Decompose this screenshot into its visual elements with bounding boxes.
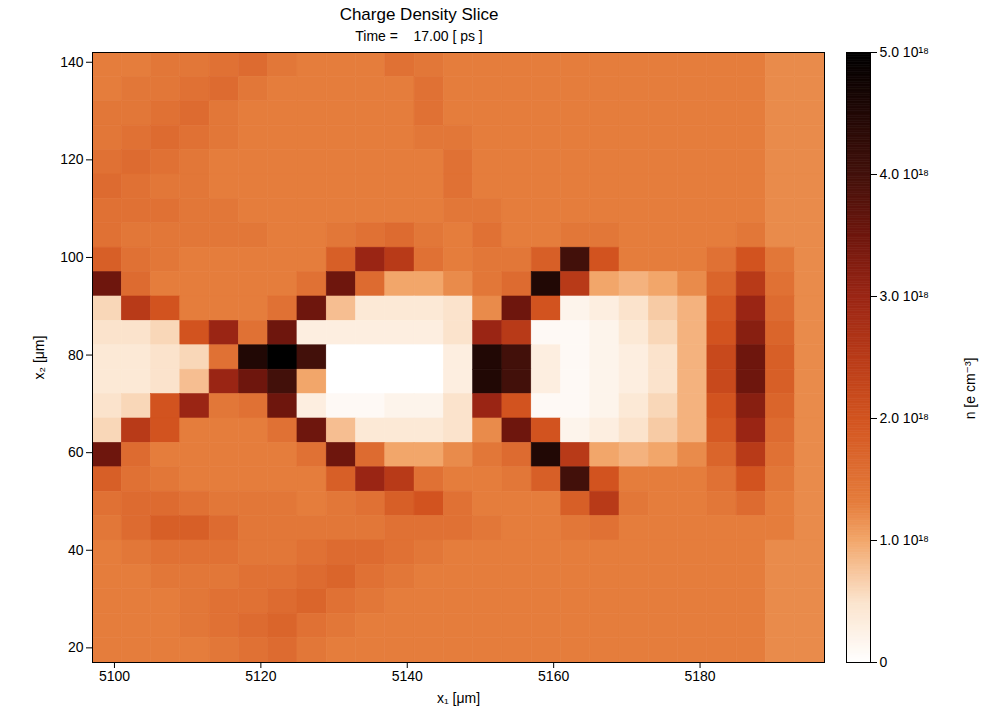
svg-text:x₂ [μm]: x₂ [μm] xyxy=(31,336,47,380)
svg-text:4.0 10¹⁸: 4.0 10¹⁸ xyxy=(880,166,930,182)
svg-text:80: 80 xyxy=(68,347,84,363)
svg-text:5120: 5120 xyxy=(245,668,276,684)
svg-text:140: 140 xyxy=(60,54,84,70)
svg-text:5100: 5100 xyxy=(99,668,130,684)
svg-text:120: 120 xyxy=(60,151,84,167)
svg-text:5140: 5140 xyxy=(392,668,423,684)
svg-text:1.0 10¹⁸: 1.0 10¹⁸ xyxy=(880,532,930,548)
svg-text:20: 20 xyxy=(68,639,84,655)
svg-text:100: 100 xyxy=(60,249,84,265)
svg-text:x₁ [μm]: x₁ [μm] xyxy=(437,690,480,706)
html-text:Charge Density Slice: Charge Density Slice xyxy=(339,5,499,24)
svg-text:n [e cm⁻³]: n [e cm⁻³] xyxy=(962,358,978,420)
svg-text:0: 0 xyxy=(880,654,888,670)
svg-text:2.0 10¹⁸: 2.0 10¹⁸ xyxy=(880,410,930,426)
svg-text:5160: 5160 xyxy=(538,668,569,684)
svg-text:40: 40 xyxy=(68,542,84,558)
html-text:Time = 17.00 [ ps ]: Time = 17.00 [ ps ] xyxy=(355,28,483,44)
svg-text:3.0 10¹⁸: 3.0 10¹⁸ xyxy=(880,288,930,304)
svg-text:60: 60 xyxy=(68,444,84,460)
svg-text:5180: 5180 xyxy=(684,668,715,684)
svg-text:5.0 10¹⁸: 5.0 10¹⁸ xyxy=(880,44,930,60)
